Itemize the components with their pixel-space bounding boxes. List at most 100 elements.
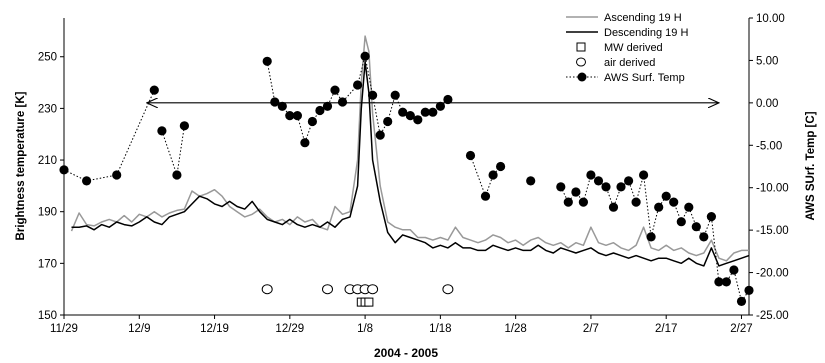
air-derived-point xyxy=(442,284,454,295)
aws-surf-temp-point xyxy=(639,170,649,180)
aws-surf-temp-point xyxy=(578,197,589,207)
aws-surf-temp-point xyxy=(496,161,506,172)
right-axis-title: AWS SUrf. Temp [C] xyxy=(805,111,817,220)
aws-surf-temp-point xyxy=(526,176,536,186)
aws-surf-temp-point xyxy=(413,115,423,125)
aws-surf-temp-point xyxy=(721,277,732,287)
aws-surf-temp-point xyxy=(736,296,747,306)
aws-surf-temp-point xyxy=(398,107,408,117)
aws-surf-temp-line xyxy=(470,155,501,198)
x-tick-label: 1/18 xyxy=(429,323,451,335)
aws-surf-temp-point xyxy=(315,105,325,116)
aws-surf-temp-point xyxy=(337,97,348,107)
aws-surf-temp-point xyxy=(172,170,182,180)
aws-surf-temp-point xyxy=(405,111,415,121)
aws-surf-temp-point xyxy=(480,191,491,201)
x-tick-label: 12/29 xyxy=(275,323,304,335)
x-axis-title: 2004 - 2005 xyxy=(374,346,438,360)
aws-surf-temp-point xyxy=(330,85,340,95)
aws-surf-temp-point xyxy=(292,111,302,121)
legend-label-descending: Descending 19 H xyxy=(604,27,688,39)
legend: Ascending 19 H Descending 19 H MW derive… xyxy=(566,12,688,84)
aws-surf-temp-point xyxy=(616,182,626,192)
aws-surf-temp-point xyxy=(465,150,476,161)
aws-surf-temp-point xyxy=(669,197,679,207)
aws-surf-temp-point xyxy=(571,187,581,197)
left-tick-label: 230 xyxy=(38,103,57,115)
legend-label-mw-derived: MW derived xyxy=(604,42,663,54)
right-tick-label: 0.00 xyxy=(756,98,778,110)
x-tick-label: 12/19 xyxy=(200,323,229,335)
aws-surf-temp-point xyxy=(608,202,619,212)
left-tick-label: 170 xyxy=(38,258,57,270)
aws-surf-temp-point xyxy=(691,222,701,232)
aws-surf-temp-point xyxy=(488,170,498,180)
legend-label-aws: AWS Surf. Temp xyxy=(604,72,685,84)
aws-surf-temp-line xyxy=(266,56,449,145)
aws-surf-temp-point xyxy=(646,232,656,242)
aws-surf-temp-point xyxy=(285,111,295,121)
x-tick-label: 1/28 xyxy=(504,323,526,335)
x-axis-ticks: 11/29 12/9 12/19 12/29 1/8 1/18 1/28 2/7 2/17 2/2… xyxy=(50,315,753,335)
aws-surf-temp-point xyxy=(383,116,393,127)
aws-surf-temp-point xyxy=(586,170,596,180)
aws-surf-temp-point xyxy=(368,90,378,100)
aws-surf-temp-point xyxy=(353,80,363,90)
right-tick-label: 10.00 xyxy=(756,13,785,25)
air-derived-point xyxy=(322,284,333,295)
legend-label-air-derived: air derived xyxy=(604,57,655,69)
aws-surf-temp-point xyxy=(706,212,717,222)
air-derived-point xyxy=(261,284,273,295)
ascending-19h-line xyxy=(70,35,749,262)
aws-surf-temp-point xyxy=(307,116,317,127)
aws-surf-temp-point xyxy=(654,202,664,212)
left-axis-ticks: 150 170 190 210 230 250 xyxy=(38,52,64,322)
left-tick-label: 150 xyxy=(38,310,57,322)
aws-surf-temp-point xyxy=(149,85,159,95)
aws-surf-temp-point xyxy=(157,126,167,136)
aws-surf-temp-point xyxy=(624,176,634,186)
aws-surf-temp-point xyxy=(375,130,385,140)
legend-label-ascending: Ascending 19 H xyxy=(604,12,682,24)
right-tick-label: -25.00 xyxy=(756,310,789,322)
aws-surf-temp-point xyxy=(631,197,641,207)
aws-surf-temp-point xyxy=(676,217,686,227)
aws-surf-temp-line xyxy=(63,89,155,182)
aws-surf-temp-point xyxy=(714,277,724,287)
x-tick-label: 2/27 xyxy=(730,323,752,335)
aws-surf-temp-point xyxy=(262,56,272,66)
left-tick-label: 190 xyxy=(38,207,57,219)
mw-derived-point xyxy=(364,297,374,307)
left-tick-label: 250 xyxy=(38,52,57,64)
left-axis-title: Brightness temperature [K] xyxy=(15,91,27,240)
aws-surf-temp-point xyxy=(428,107,438,117)
descending-19h-line xyxy=(71,61,750,267)
air-derived-point xyxy=(367,284,379,295)
aws-surf-temp-point xyxy=(684,202,694,212)
right-tick-label: -15.00 xyxy=(756,225,789,237)
aws-surf-temp-point xyxy=(420,107,430,117)
aws-surf-temp-point xyxy=(601,182,611,192)
aws-surf-temp-point xyxy=(112,170,122,180)
x-tick-label: 12/9 xyxy=(128,323,150,335)
aws-surf-temp-point xyxy=(360,51,370,61)
aws-surf-temp-point xyxy=(300,138,310,148)
aws-surf-temp-point xyxy=(593,176,604,186)
aws-surf-temp-point xyxy=(59,165,69,175)
aws-surf-temp-point xyxy=(563,197,573,207)
left-tick-label: 210 xyxy=(38,155,57,167)
legend-swatch-mw-derived xyxy=(576,42,586,52)
aws-surf-temp-point xyxy=(179,121,189,131)
legend-swatch-aws-marker xyxy=(577,72,587,82)
x-tick-label: 2/7 xyxy=(583,323,599,335)
right-tick-label: -5.00 xyxy=(756,140,782,152)
aws-surf-temp-point xyxy=(556,182,566,192)
x-tick-label: 1/8 xyxy=(357,323,373,335)
aws-surf-temp-line xyxy=(560,174,750,303)
aws-surf-temp-point xyxy=(699,232,709,242)
aws-surf-temp-point xyxy=(729,265,739,275)
aws-surf-temp-point xyxy=(390,90,400,100)
right-axis-ticks: 10.00 5.00 0.00 -5.00 -10.00 -15.00 -20.00 -25.… xyxy=(749,13,789,322)
aws-surf-temp-point xyxy=(82,176,92,186)
